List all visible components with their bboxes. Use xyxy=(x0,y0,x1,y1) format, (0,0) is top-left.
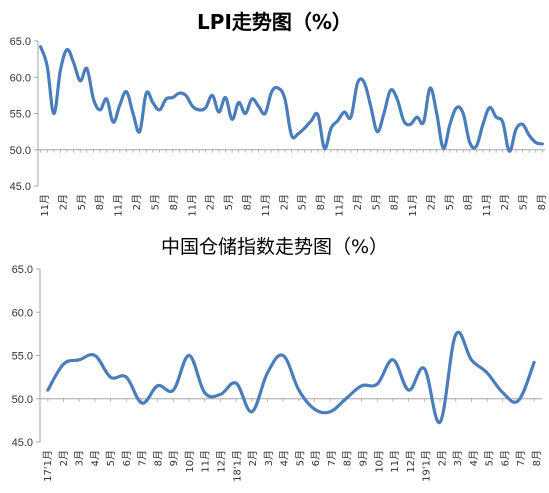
storage-x-tick-label: 12月 xyxy=(216,450,228,473)
lpi-x-tick-label: 2月 xyxy=(426,194,438,210)
lpi-x-tick-label: 5月 xyxy=(76,194,88,210)
lpi-x-tick-label: 8月 xyxy=(536,194,548,210)
lpi-y-tick-label: 50.0 xyxy=(10,145,31,157)
storage-x-tick-label: 4月 xyxy=(468,450,480,466)
storage-x-tick-label: 5月 xyxy=(294,450,306,466)
lpi-y-tick-label: 45.0 xyxy=(10,181,31,193)
storage-x-tick-label: 2月 xyxy=(58,450,70,466)
lpi-x-tick-label: 11月 xyxy=(334,194,346,217)
lpi-x-tick-label: 11月 xyxy=(481,194,493,217)
storage-x-tick-label: 8月 xyxy=(531,450,543,466)
storage-x-tick-label: 6月 xyxy=(121,450,133,466)
lpi-x-tick-label: 11月 xyxy=(260,194,272,217)
storage-x-tick-label: 4月 xyxy=(89,450,101,466)
storage-y-tick-label: 65.0 xyxy=(12,264,33,276)
lpi-x-tick-label: 11月 xyxy=(39,194,51,217)
lpi-x-tick-label: 8月 xyxy=(168,194,180,210)
lpi-x-tick-label: 11月 xyxy=(407,194,419,217)
storage-x-tick-label: 8月 xyxy=(152,450,164,466)
lpi-x-tick-label: 2月 xyxy=(131,194,143,210)
lpi-x-tick-label: 2月 xyxy=(57,194,69,210)
storage-x-tick-label: 5月 xyxy=(105,450,117,466)
lpi-y-tick-label: 60.0 xyxy=(10,72,31,84)
storage-x-tick-label: 2月 xyxy=(436,450,448,466)
storage-x-tick-label: 11月 xyxy=(389,450,401,473)
lpi-y-tick-label: 55.0 xyxy=(10,109,31,121)
storage-y-tick-label: 60.0 xyxy=(12,307,33,319)
storage-y-tick-label: 50.0 xyxy=(12,394,33,406)
storage-x-tick-label: 3月 xyxy=(263,450,275,466)
lpi-x-tick-label: 2月 xyxy=(278,194,290,210)
storage-x-tick-label: 4月 xyxy=(279,450,291,466)
storage-x-tick-label: 17'1月 xyxy=(42,450,54,482)
storage-x-tick-label: 10月 xyxy=(373,450,385,473)
lpi-x-tick-label: 8月 xyxy=(462,194,474,210)
storage-x-tick-label: 18'1月 xyxy=(231,450,243,482)
storage-y-tick-label: 45.0 xyxy=(12,437,33,449)
lpi-x-tick-label: 5月 xyxy=(370,194,382,210)
storage-x-tick-label: 5月 xyxy=(484,450,496,466)
storage-series-line xyxy=(46,330,536,424)
storage-x-tick-label: 12月 xyxy=(405,450,417,473)
storage-x-tick-label: 7月 xyxy=(137,450,149,466)
lpi-x-tick-label: 2月 xyxy=(205,194,217,210)
storage-x-tick-label: 11月 xyxy=(200,450,212,473)
lpi-x-tick-label: 5月 xyxy=(149,194,161,210)
lpi-chart-title: LPI走势图（%） xyxy=(197,10,352,34)
lpi-y-tick-label: 65.0 xyxy=(10,36,31,48)
storage-x-tick-label: 9月 xyxy=(168,450,180,466)
storage-x-tick-label: 7月 xyxy=(326,450,338,466)
lpi-x-tick-label: 5月 xyxy=(297,194,309,210)
lpi-line-chart: 45.0 50.0 55.0 60.0 65.0 11月 2月 5月 8月 11月 2月 5月 8月 11… xyxy=(10,36,548,217)
lpi-x-tick-label: 2月 xyxy=(499,194,511,210)
lpi-x-tick-label: 5月 xyxy=(223,194,235,210)
lpi-x-tick-label: 8月 xyxy=(389,194,401,210)
lpi-x-tick-label: 5月 xyxy=(518,194,530,210)
lpi-x-tick-label: 8月 xyxy=(315,194,327,210)
storage-x-tick-label: 10月 xyxy=(184,450,196,473)
storage-y-tick-label: 55.0 xyxy=(12,351,33,363)
lpi-x-tick-label: 2月 xyxy=(352,194,364,210)
lpi-x-tick-label: 11月 xyxy=(113,194,125,217)
lpi-x-tick-label: 8月 xyxy=(94,194,106,210)
storage-x-tick-label: 8月 xyxy=(342,450,354,466)
lpi-x-tick-label: 8月 xyxy=(242,194,254,210)
storage-x-tick-label: 3月 xyxy=(74,450,86,466)
storage-x-tick-label: 9月 xyxy=(358,450,370,466)
lpi-x-tick-label: 5月 xyxy=(444,194,456,210)
lpi-x-tick-label: 11月 xyxy=(186,194,198,217)
storage-x-tick-label: 3月 xyxy=(452,450,464,466)
storage-x-tick-label: 6月 xyxy=(500,450,512,466)
storage-chart-title: 中国仓储指数走势图（%） xyxy=(160,236,389,258)
storage-x-tick-label: 2月 xyxy=(247,450,259,466)
storage-x-tick-label: 19'1月 xyxy=(421,450,433,482)
storage-x-tick-label: 7月 xyxy=(515,450,527,466)
storage-x-tick-label: 6月 xyxy=(310,450,322,466)
